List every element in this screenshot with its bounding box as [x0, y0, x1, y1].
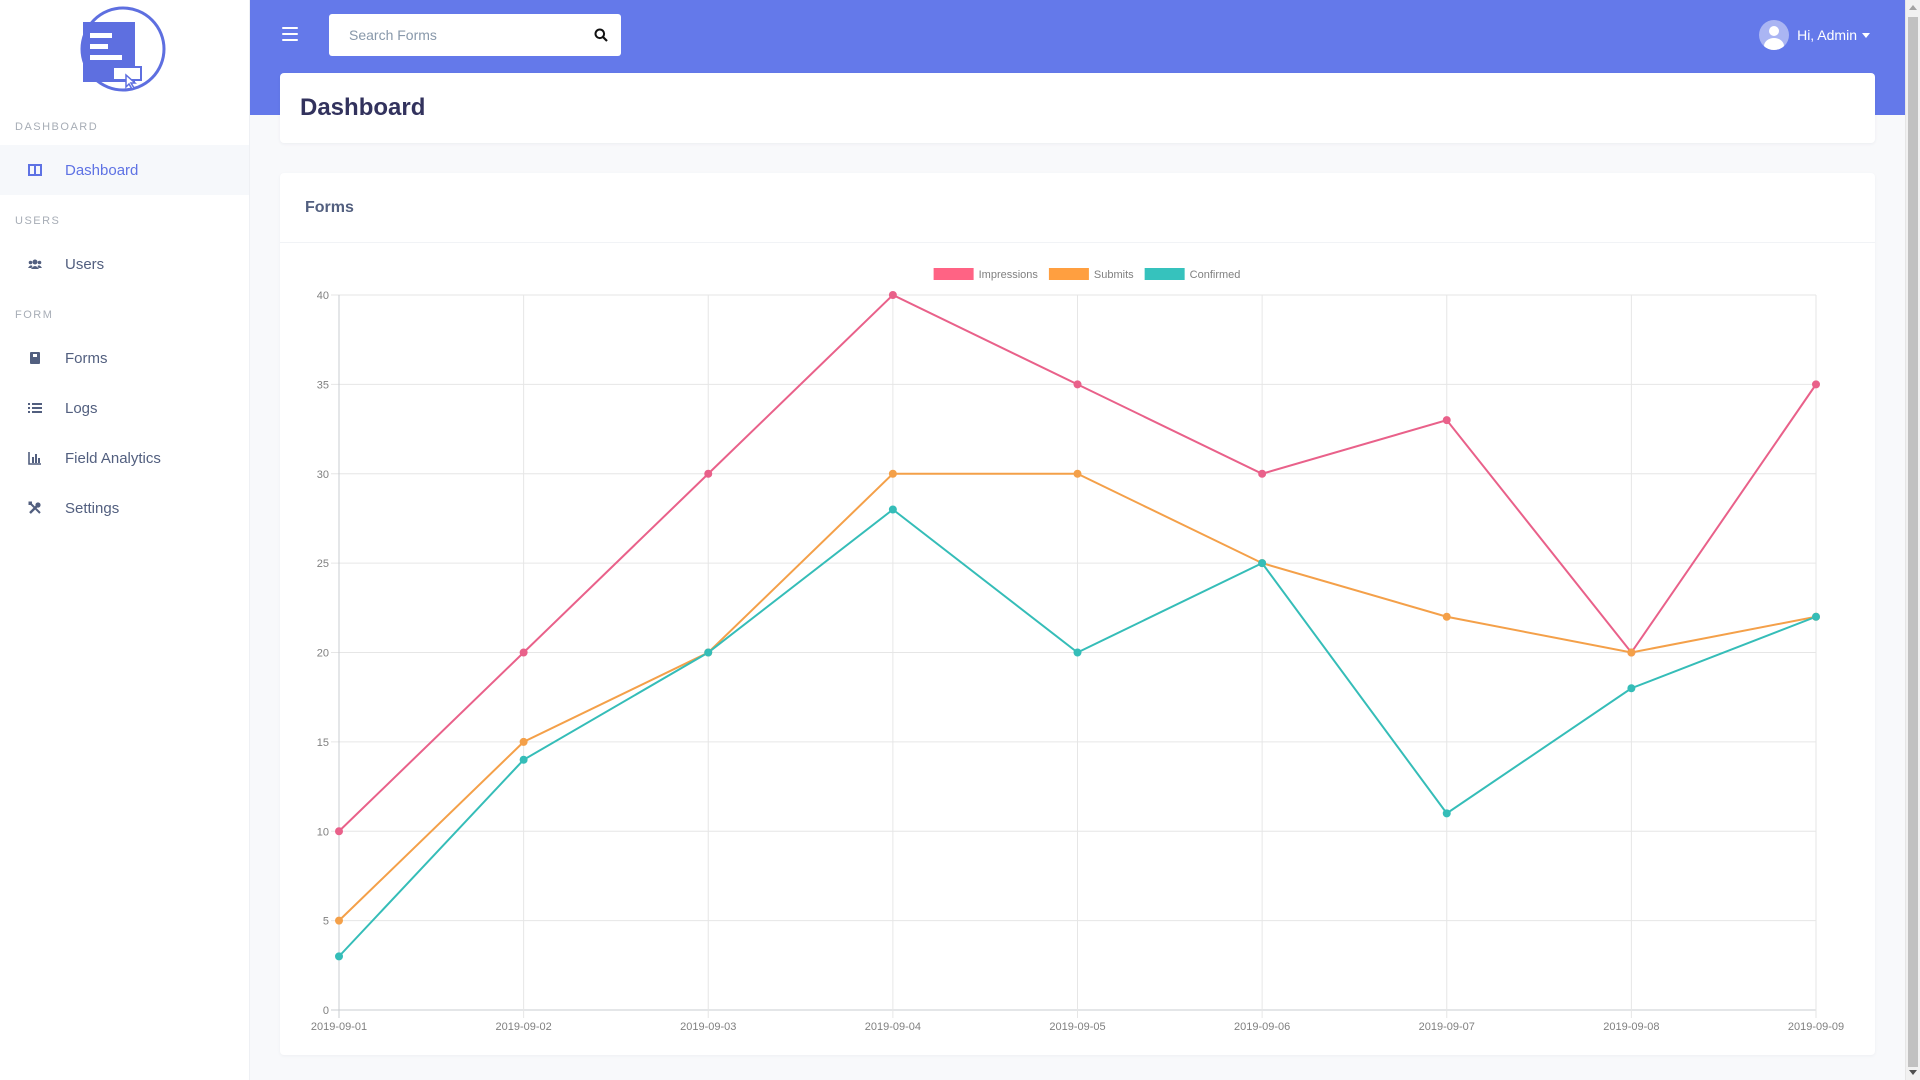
y-tick-label: 40: [317, 290, 329, 302]
data-point-impressions: [519, 648, 528, 657]
data-point-confirmed: [888, 505, 897, 514]
data-point-impressions: [888, 291, 897, 299]
legend-swatch-impressions: [933, 268, 974, 280]
legend-swatch-confirmed: [1144, 268, 1185, 280]
y-tick-label: 0: [323, 1005, 329, 1017]
logo-icon: [80, 6, 166, 92]
users-icon: [28, 257, 42, 271]
x-tick-label: 2019-09-08: [1603, 1021, 1659, 1033]
x-tick-label: 2019-09-04: [865, 1021, 921, 1033]
scroll-up-arrow-icon[interactable]: [1909, 5, 1917, 10]
legend-label-impressions: Impressions: [979, 269, 1039, 281]
sidebar-item-label: Logs: [65, 399, 98, 417]
sidebar-item-field-analytics[interactable]: Field Analytics: [0, 433, 249, 483]
app-logo[interactable]: [78, 5, 168, 93]
menu-toggle-icon[interactable]: [282, 27, 298, 43]
y-tick-label: 10: [317, 826, 329, 838]
data-point-impressions: [1258, 469, 1267, 478]
book-icon: [28, 351, 42, 365]
data-point-confirmed: [1442, 809, 1451, 818]
page-title: Dashboard: [300, 94, 426, 121]
data-point-submits: [1073, 469, 1082, 478]
sidebar-item-forms[interactable]: Forms: [0, 333, 249, 383]
scroll-down-arrow-icon[interactable]: [1909, 1070, 1917, 1075]
forms-line-chart: 0 5 10 15 20 25 30 35 40 2019-09-01 2019-09-02 2019…: [311, 268, 1844, 1033]
sidebar-item-label: Field Analytics: [65, 449, 161, 467]
data-point-confirmed: [519, 755, 528, 764]
list-icon: [28, 401, 42, 415]
y-tick-label: 15: [317, 737, 329, 749]
y-tick-label: 20: [317, 648, 329, 660]
data-point-confirmed: [1812, 612, 1820, 621]
y-tick-label: 5: [323, 916, 329, 928]
data-point-confirmed: [335, 952, 343, 961]
page-header-card: Dashboard: [280, 73, 1875, 143]
sidebar-item-logs[interactable]: Logs: [0, 383, 249, 433]
search-bar: [329, 14, 621, 56]
data-point-impressions: [704, 469, 713, 478]
x-tick-label: 2019-09-01: [311, 1021, 367, 1033]
search-input[interactable]: [329, 15, 581, 55]
page-scrollbar[interactable]: [1905, 0, 1920, 1080]
data-point-submits: [888, 469, 897, 478]
columns-icon: [28, 163, 42, 177]
data-point-confirmed: [1073, 648, 1082, 657]
avatar: [1759, 20, 1790, 50]
data-point-confirmed: [704, 648, 713, 657]
legend-swatch-submits: [1048, 268, 1089, 280]
data-point-confirmed: [1258, 559, 1267, 568]
data-point-submits: [1627, 648, 1636, 657]
scroll-thumb[interactable]: [1908, 17, 1918, 1067]
legend-label-submits: Submits: [1094, 269, 1134, 281]
forms-chart-card: Forms 0 5 10 15 20 25 30 35 40 2019-09-01 2019-09-…: [280, 173, 1875, 1055]
chevron-down-icon: [1862, 32, 1870, 38]
data-point-submits: [1442, 612, 1451, 621]
y-tick-label: 35: [317, 379, 329, 391]
search-button[interactable]: [581, 15, 621, 55]
data-point-submits: [519, 737, 528, 746]
sidebar-item-label: Dashboard: [65, 161, 139, 179]
bar-chart-icon: [28, 451, 42, 465]
sidebar: DASHBOARD Dashboard USERS Users FORM For…: [0, 0, 250, 1080]
card-header: Forms: [280, 173, 1875, 243]
data-point-impressions: [1442, 416, 1451, 425]
sidebar-item-dashboard[interactable]: Dashboard: [0, 145, 249, 195]
y-tick-label: 25: [317, 558, 329, 570]
user-menu[interactable]: Hi, Admin: [1759, 20, 1870, 50]
nav-heading-users: USERS: [15, 215, 61, 227]
y-tick-label: 30: [317, 469, 329, 481]
data-point-submits: [335, 916, 343, 925]
x-tick-label: 2019-09-02: [495, 1021, 551, 1033]
sidebar-item-users[interactable]: Users: [0, 239, 249, 289]
legend-label-confirmed: Confirmed: [1190, 269, 1241, 281]
sidebar-item-label: Users: [65, 255, 105, 273]
user-greeting: Hi, Admin: [1797, 27, 1857, 43]
x-tick-label: 2019-09-09: [1788, 1021, 1844, 1033]
data-point-impressions: [1812, 380, 1820, 389]
sidebar-item-label: Forms: [65, 349, 108, 367]
x-tick-label: 2019-09-07: [1419, 1021, 1475, 1033]
x-tick-label: 2019-09-05: [1049, 1021, 1105, 1033]
data-point-impressions: [335, 827, 343, 836]
nav-heading-form: FORM: [15, 309, 54, 321]
search-icon: [594, 28, 608, 42]
sidebar-item-settings[interactable]: Settings: [0, 483, 249, 533]
nav-heading-dashboard: DASHBOARD: [15, 121, 99, 133]
x-tick-label: 2019-09-03: [680, 1021, 736, 1033]
data-point-confirmed: [1627, 684, 1636, 693]
tools-icon: [28, 501, 42, 515]
card-title: Forms: [305, 198, 354, 216]
x-tick-label: 2019-09-06: [1234, 1021, 1290, 1033]
data-point-impressions: [1073, 380, 1082, 389]
sidebar-item-label: Settings: [65, 499, 120, 517]
